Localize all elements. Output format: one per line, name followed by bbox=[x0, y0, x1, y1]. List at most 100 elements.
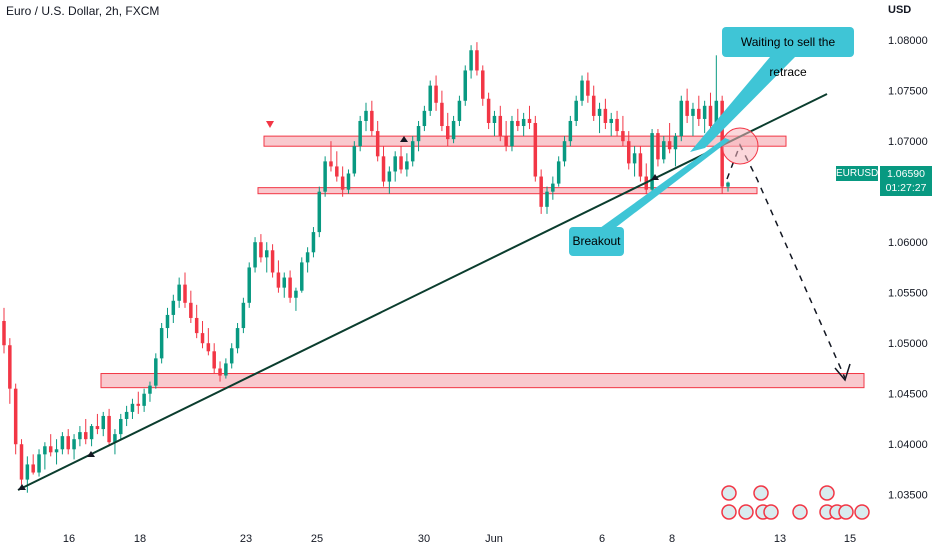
candle-body bbox=[31, 464, 35, 473]
candle-body bbox=[603, 108, 608, 123]
candle-body bbox=[148, 385, 152, 394]
candle-body bbox=[305, 252, 310, 263]
candle-body bbox=[89, 426, 94, 440]
candle-body bbox=[434, 85, 438, 103]
candle-body bbox=[8, 345, 12, 389]
candle-body bbox=[481, 70, 485, 99]
candle-body bbox=[510, 120, 514, 147]
candle-body bbox=[586, 80, 590, 96]
candle-body bbox=[656, 133, 660, 160]
x-tick-label: 6 bbox=[599, 533, 605, 545]
candle-body bbox=[650, 133, 654, 190]
y-tick-label: 1.05000 bbox=[888, 338, 928, 350]
candle-body bbox=[375, 131, 380, 157]
candle-body bbox=[381, 156, 386, 182]
candle-body bbox=[311, 232, 316, 253]
candle-body bbox=[422, 110, 427, 127]
candle-body bbox=[212, 351, 216, 369]
y-tick-label: 1.03500 bbox=[888, 490, 928, 502]
x-tick-label: 16 bbox=[63, 533, 75, 545]
candle-body bbox=[48, 446, 53, 453]
candle-body bbox=[574, 100, 578, 121]
candle-body bbox=[276, 272, 281, 288]
candle-body bbox=[621, 131, 625, 142]
candle-body bbox=[13, 388, 18, 445]
candle-body bbox=[200, 333, 205, 344]
candle-body bbox=[107, 415, 111, 443]
sr-zone-1 bbox=[257, 187, 758, 195]
breakout-annotation[interactable]: Breakout bbox=[569, 227, 624, 256]
candle-body bbox=[545, 191, 549, 207]
candle-body bbox=[498, 115, 503, 137]
x-tick-label: 13 bbox=[774, 533, 786, 545]
candle-body bbox=[521, 118, 526, 127]
event-flag-icon bbox=[819, 485, 835, 501]
candle-body bbox=[393, 156, 397, 172]
pivot-up-arrow bbox=[18, 484, 26, 490]
breakout-pointer bbox=[600, 138, 730, 228]
y-tick-label: 1.05500 bbox=[888, 288, 928, 300]
candle-body bbox=[329, 161, 333, 167]
candle-body bbox=[130, 403, 135, 412]
candle-body bbox=[469, 50, 473, 71]
candle-body bbox=[25, 464, 30, 480]
candle-body bbox=[235, 328, 240, 349]
x-tick-label: 30 bbox=[418, 533, 430, 545]
candle-body bbox=[702, 105, 707, 119]
x-tick-label: 23 bbox=[240, 533, 252, 545]
candle-body bbox=[259, 242, 263, 258]
retest-circle bbox=[721, 127, 759, 165]
pivot-up-arrow bbox=[87, 451, 95, 457]
candle-body bbox=[475, 50, 479, 71]
candle-body bbox=[591, 95, 596, 116]
candle-body bbox=[708, 105, 713, 127]
candle-body bbox=[241, 302, 246, 329]
candle-body bbox=[19, 444, 24, 480]
candle-body bbox=[2, 320, 6, 346]
candle-body bbox=[288, 277, 292, 298]
candle-body bbox=[165, 314, 170, 329]
candle-body bbox=[714, 100, 719, 127]
candle-body bbox=[154, 358, 158, 386]
candle-body bbox=[194, 317, 199, 334]
candle-body bbox=[358, 120, 362, 147]
candle-body bbox=[539, 176, 543, 207]
candle-body bbox=[597, 108, 602, 116]
candle-body bbox=[492, 115, 497, 123]
event-flag-icon bbox=[792, 504, 808, 520]
candle-body bbox=[516, 120, 520, 127]
candle-body bbox=[340, 176, 345, 190]
waiting-annotation[interactable]: Waiting to sell the retrace bbox=[722, 27, 854, 79]
candle-body bbox=[113, 434, 117, 443]
candle-body bbox=[463, 70, 468, 101]
projection-arrowhead bbox=[834, 363, 851, 382]
candle-body bbox=[445, 126, 450, 140]
candle-body bbox=[632, 153, 637, 164]
candle-body bbox=[171, 300, 176, 315]
candle-body bbox=[206, 343, 211, 352]
candle-body bbox=[457, 100, 462, 121]
candle-body bbox=[562, 141, 567, 162]
candle-body bbox=[568, 120, 573, 142]
candle-body bbox=[247, 267, 251, 303]
candle-body bbox=[691, 108, 695, 116]
candle-body bbox=[504, 136, 508, 147]
candle-body bbox=[486, 98, 491, 123]
candle-body bbox=[697, 108, 701, 119]
candle-body bbox=[54, 449, 59, 453]
candle-body bbox=[224, 363, 228, 376]
y-tick-label: 1.04500 bbox=[888, 389, 928, 401]
candle-body bbox=[270, 250, 275, 273]
candle-body bbox=[229, 348, 234, 364]
x-tick-label: 25 bbox=[311, 533, 323, 545]
sr-zone-2 bbox=[100, 373, 865, 389]
sr-zone-0 bbox=[263, 135, 787, 147]
candle-body bbox=[387, 171, 392, 182]
candle-body bbox=[667, 141, 672, 150]
candle-body bbox=[95, 426, 100, 430]
candle-body bbox=[142, 393, 146, 406]
y-tick-label: 1.07500 bbox=[888, 86, 928, 98]
candle-body bbox=[189, 302, 193, 318]
